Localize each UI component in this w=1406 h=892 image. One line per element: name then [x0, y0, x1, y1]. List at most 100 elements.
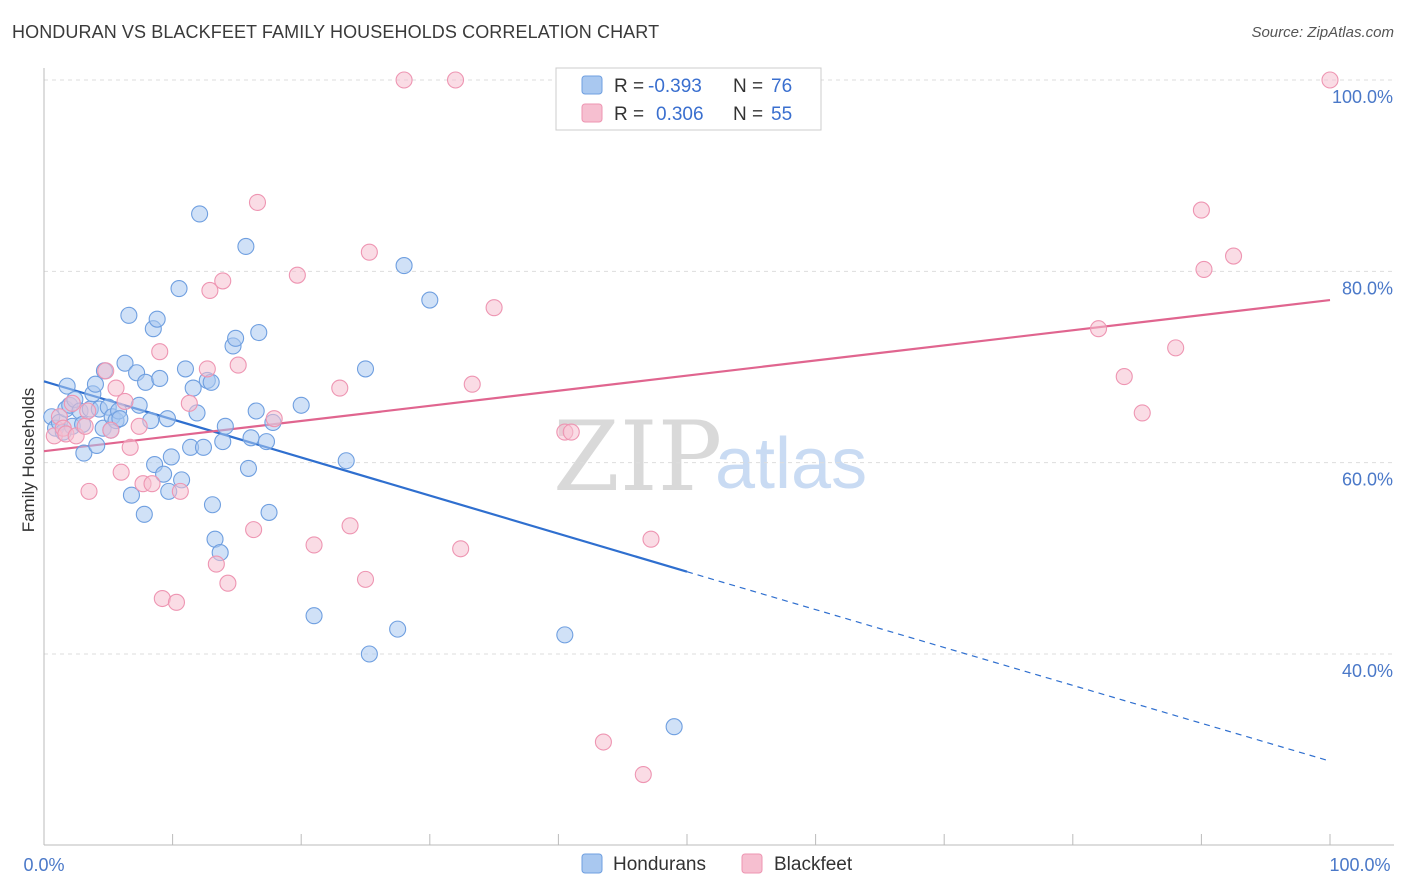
point-blackfeet — [634, 765, 652, 784]
point-hondurans — [88, 436, 106, 454]
point-blackfeet — [180, 394, 198, 412]
chart-title: HONDURAN VS BLACKFEET FAMILY HOUSEHOLDS … — [12, 22, 660, 42]
data-points — [43, 71, 1339, 784]
point-blackfeet — [143, 475, 161, 493]
watermark-atlas: atlas — [715, 424, 867, 504]
point-blackfeet — [356, 570, 375, 588]
point-blackfeet — [395, 71, 413, 89]
legend-swatch-hondurans — [581, 75, 603, 95]
legend-r-value-hondurans: -0.393 — [648, 76, 702, 97]
point-blackfeet — [107, 379, 125, 397]
point-hondurans — [250, 324, 268, 342]
point-blackfeet — [219, 574, 237, 592]
y-axis-title: Family Households — [19, 388, 38, 533]
point-blackfeet — [248, 193, 267, 212]
point-blackfeet — [1089, 320, 1108, 338]
point-blackfeet — [121, 438, 139, 456]
point-blackfeet — [341, 517, 359, 535]
point-blackfeet — [1133, 404, 1151, 422]
point-blackfeet — [207, 555, 225, 573]
point-blackfeet — [446, 71, 465, 89]
point-blackfeet — [198, 360, 216, 378]
point-blackfeet — [151, 343, 169, 361]
point-hondurans — [148, 310, 166, 328]
point-hondurans — [389, 620, 407, 638]
point-hondurans — [135, 505, 153, 523]
point-blackfeet — [1195, 260, 1213, 278]
x-ticks — [172, 834, 1331, 845]
point-blackfeet — [642, 530, 660, 548]
point-hondurans — [247, 402, 265, 420]
point-blackfeet — [265, 410, 283, 428]
series-legend-swatch-hondurans — [581, 853, 603, 874]
point-hondurans — [203, 496, 222, 514]
point-hondurans — [184, 379, 202, 397]
point-hondurans — [122, 486, 140, 504]
point-hondurans — [111, 410, 129, 428]
point-hondurans — [86, 375, 104, 393]
point-blackfeet — [167, 593, 186, 611]
y-tick-label: 40.0% — [1342, 661, 1393, 681]
point-blackfeet — [562, 423, 580, 441]
trend-line-hondurans-extension — [686, 571, 1331, 762]
point-blackfeet — [594, 733, 612, 751]
point-hondurans — [242, 429, 260, 447]
point-hondurans — [239, 459, 258, 477]
point-hondurans — [337, 452, 355, 470]
point-hondurans — [170, 280, 188, 298]
legend-swatch-blackfeet — [581, 103, 603, 123]
point-hondurans — [292, 396, 310, 414]
legend-r-value-blackfeet: 0.306 — [656, 104, 704, 125]
point-hondurans — [120, 306, 138, 324]
legend-n-label-hondurans: N = — [733, 76, 763, 97]
point-blackfeet — [1225, 247, 1243, 265]
point-hondurans — [360, 645, 378, 663]
legend-n-value-hondurans: 76 — [771, 76, 792, 97]
point-hondurans — [237, 237, 255, 256]
legend-r-label-blackfeet: R = — [614, 104, 644, 125]
y-tick-labels: 40.0% 60.0% 80.0% 100.0% — [1332, 87, 1393, 681]
point-hondurans — [356, 360, 375, 378]
point-hondurans — [130, 396, 148, 414]
point-blackfeet — [463, 375, 481, 393]
point-blackfeet — [153, 589, 171, 608]
series-legend-label-blackfeet: Blackfeet — [774, 854, 853, 875]
point-hondurans — [216, 417, 234, 435]
point-hondurans — [155, 465, 173, 483]
point-hondurans — [75, 444, 93, 462]
legend-n-value-blackfeet: 55 — [771, 104, 792, 125]
point-hondurans — [395, 257, 413, 275]
point-hondurans — [556, 626, 574, 644]
y-tick-label: 100.0% — [1332, 87, 1393, 107]
point-blackfeet — [76, 417, 94, 435]
point-blackfeet — [485, 299, 503, 317]
series-legend-label-hondurans: Hondurans — [613, 854, 706, 875]
point-blackfeet — [97, 362, 115, 380]
point-blackfeet — [116, 392, 134, 410]
point-blackfeet — [245, 521, 263, 539]
point-blackfeet — [130, 417, 148, 435]
point-hondurans — [214, 433, 232, 451]
point-hondurans — [162, 448, 180, 466]
legend-r-label-hondurans: R = — [614, 76, 644, 97]
series-legend-swatch-blackfeet — [741, 853, 763, 874]
point-blackfeet — [80, 482, 98, 500]
y-tick-label: 60.0% — [1342, 470, 1393, 490]
point-blackfeet — [452, 540, 470, 558]
legend-n-label-blackfeet: N = — [733, 104, 763, 125]
point-hondurans — [305, 607, 323, 625]
point-blackfeet — [63, 394, 81, 412]
point-hondurans — [58, 377, 76, 395]
point-blackfeet — [171, 482, 189, 500]
point-blackfeet — [360, 243, 378, 261]
point-blackfeet — [1167, 339, 1185, 357]
point-blackfeet — [112, 463, 130, 481]
source-credit: Source: ZipAtlas.com — [1251, 24, 1394, 41]
watermark: ZIP atlas — [553, 401, 867, 513]
point-hondurans — [158, 410, 177, 428]
correlation-legend: R = -0.393 N = 76 R = 0.306 N = 55 — [555, 67, 822, 131]
point-hondurans — [191, 205, 209, 223]
point-blackfeet — [1321, 71, 1339, 89]
point-hondurans — [260, 503, 278, 521]
